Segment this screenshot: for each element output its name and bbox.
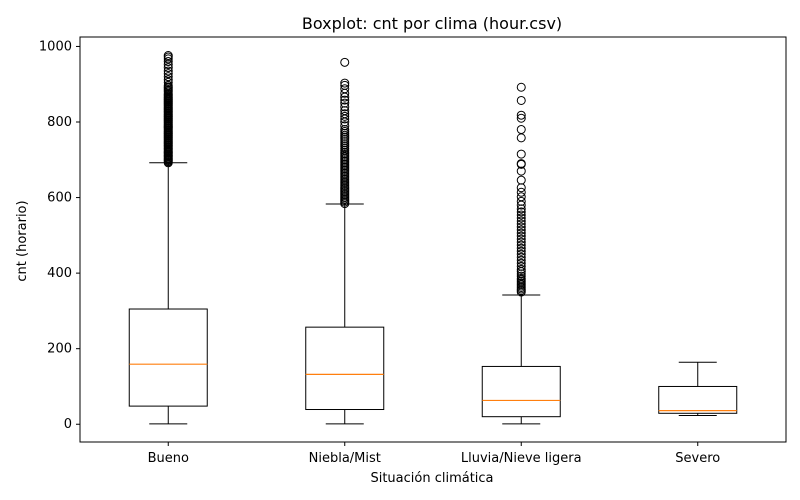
box-iqr bbox=[128, 308, 208, 407]
outlier-point bbox=[516, 252, 526, 262]
outlier-point bbox=[516, 210, 526, 220]
outlier-point bbox=[516, 246, 526, 256]
outlier-point bbox=[516, 231, 526, 241]
outlier-point bbox=[340, 102, 350, 112]
outlier-point bbox=[163, 63, 173, 73]
box-iqr bbox=[305, 326, 385, 411]
outlier-point bbox=[516, 219, 526, 229]
outlier-point bbox=[340, 95, 350, 105]
outlier-point bbox=[516, 192, 526, 202]
outlier-point bbox=[516, 228, 526, 238]
outlier-point bbox=[516, 255, 526, 265]
outlier-point bbox=[163, 57, 173, 67]
x-tick-label: Severo bbox=[675, 451, 720, 466]
outlier-point bbox=[516, 258, 526, 268]
outlier-point bbox=[516, 95, 526, 105]
x-tick-label: Bueno bbox=[148, 451, 189, 466]
box-iqr bbox=[481, 365, 561, 418]
outlier-point bbox=[516, 82, 526, 92]
outlier-point bbox=[516, 249, 526, 259]
x-tick-label: Niebla/Mist bbox=[309, 451, 381, 466]
outlier-point bbox=[516, 110, 526, 120]
outlier-point bbox=[516, 213, 526, 223]
y-tick-label: 200 bbox=[47, 342, 72, 357]
outlier-point bbox=[163, 77, 173, 87]
outlier-point bbox=[516, 240, 526, 250]
outlier-point bbox=[516, 196, 526, 206]
outlier-point bbox=[516, 271, 526, 281]
outlier-point bbox=[516, 125, 526, 135]
outlier-point bbox=[163, 69, 173, 79]
outlier-point bbox=[516, 243, 526, 253]
outlier-point bbox=[516, 159, 526, 169]
outlier-point bbox=[340, 98, 350, 108]
x-axis-label: Situación climática bbox=[370, 471, 493, 486]
outlier-point bbox=[340, 121, 350, 131]
outlier-point bbox=[163, 80, 173, 90]
y-tick-label: 1000 bbox=[39, 39, 72, 54]
outlier-point bbox=[516, 225, 526, 235]
plot-frame bbox=[79, 36, 787, 443]
y-tick-label: 800 bbox=[47, 115, 72, 130]
outlier-point bbox=[516, 183, 526, 193]
outlier-point bbox=[340, 78, 350, 88]
outlier-point bbox=[516, 216, 526, 226]
outlier-point bbox=[340, 111, 350, 121]
y-tick-label: 600 bbox=[47, 191, 72, 206]
plot-area: 0 200 400 600 800 1000 Bueno Niebla/Mist Lluvia/… bbox=[39, 36, 787, 466]
outlier-point bbox=[163, 75, 173, 85]
outlier-point bbox=[516, 237, 526, 247]
outlier-point bbox=[516, 222, 526, 232]
y-tick-label: 400 bbox=[47, 266, 72, 281]
chart-title: Boxplot: cnt por clima (hour.csv) bbox=[302, 14, 562, 33]
y-axis-label: cnt (horario) bbox=[15, 200, 30, 281]
outlier-point bbox=[516, 273, 526, 283]
outlier-point bbox=[516, 175, 526, 185]
outlier-point bbox=[516, 187, 526, 197]
x-tick-label: Lluvia/Nieve ligera bbox=[461, 451, 582, 466]
outlier-point bbox=[163, 66, 173, 76]
box-iqr bbox=[658, 385, 738, 414]
outlier-point bbox=[516, 261, 526, 271]
outlier-point bbox=[340, 57, 350, 67]
outlier-point bbox=[340, 80, 350, 90]
outlier-point bbox=[516, 234, 526, 244]
y-tick-label: 0 bbox=[64, 417, 72, 432]
outlier-point bbox=[340, 109, 350, 119]
outlier-point bbox=[163, 72, 173, 82]
outlier-point bbox=[516, 113, 526, 123]
outlier-point bbox=[516, 264, 526, 274]
outlier-point bbox=[340, 84, 350, 94]
outlier-point bbox=[163, 51, 173, 61]
outlier-point bbox=[516, 207, 526, 217]
outlier-point bbox=[516, 133, 526, 143]
outlier-point bbox=[516, 149, 526, 159]
